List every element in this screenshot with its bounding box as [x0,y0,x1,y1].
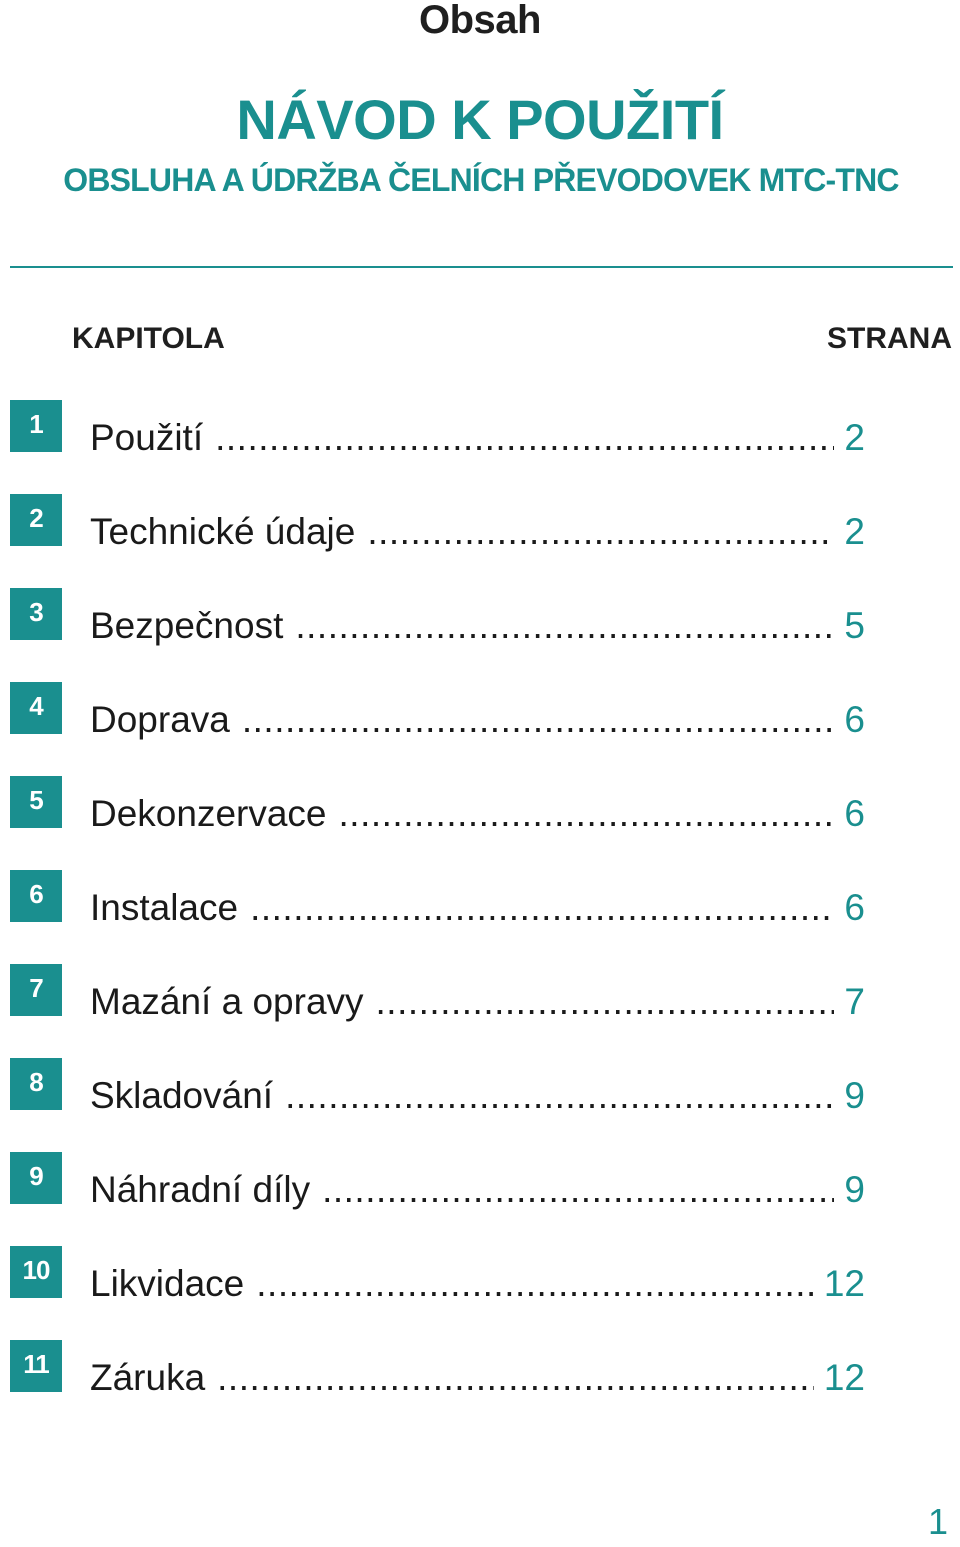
chapter-number-badge: 4 [10,682,62,734]
chapter-number-badge: 3 [10,588,62,640]
toc-entry[interactable]: 5 Dekonzervace 6 [10,776,870,870]
chapter-number-badge: 6 [10,870,62,922]
toc-entry[interactable]: 10 Likvidace 12 [10,1246,870,1340]
chapter-page-number: 6 [844,887,865,928]
chapter-number-badge: 8 [10,1058,62,1110]
page-heading: Obsah [419,0,541,42]
toc-entry[interactable]: 3 Bezpečnost 5 [10,588,870,682]
toc-entry[interactable]: 8 Skladování 9 [10,1058,870,1152]
dot-leader [376,980,835,1024]
chapter-link[interactable]: Instalace [90,887,239,928]
chapter-number-badge: 7 [10,964,62,1016]
chapter-number-badge: 11 [10,1340,62,1392]
chapter-page-number: 6 [844,793,865,834]
chapter-number-badge: 9 [10,1152,62,1204]
chapter-number-badge: 2 [10,494,62,546]
dot-leader [217,1356,814,1400]
chapter-link[interactable]: Bezpečnost [90,605,284,646]
chapter-link[interactable]: Náhradní díly [90,1169,311,1210]
chapter-number-badge: 10 [10,1246,62,1298]
dot-leader [256,1262,814,1306]
toc-entry[interactable]: 4 Doprava 6 [10,682,870,776]
table-of-contents: 1 Použití 2 2 Technické údaje 2 3 Bezpečno… [10,400,870,1434]
chapter-page-number: 9 [844,1075,865,1116]
chapter-link[interactable]: Záruka [90,1357,206,1398]
dot-leader [215,416,834,460]
dot-leader [322,1168,834,1212]
column-header-chapter: KAPITOLA [72,322,225,355]
chapter-page-number: 5 [844,605,865,646]
chapter-link[interactable]: Technické údaje [90,511,356,552]
toc-entry[interactable]: 9 Náhradní díly 9 [10,1152,870,1246]
chapter-link[interactable]: Likvidace [90,1263,245,1304]
toc-entry[interactable]: 7 Mazání a opravy 7 [10,964,870,1058]
chapter-page-number: 12 [823,1357,865,1398]
dot-leader [250,886,834,930]
chapter-link[interactable]: Skladování [90,1075,274,1116]
toc-entry[interactable]: 1 Použití 2 [10,400,870,494]
dot-leader [367,510,834,554]
dot-leader [242,698,835,742]
toc-entry[interactable]: 11 Záruka 12 [10,1340,870,1434]
chapter-page-number: 6 [844,699,865,740]
chapter-page-number: 12 [823,1263,865,1304]
chapter-link[interactable]: Mazání a opravy [90,981,364,1022]
toc-entry[interactable]: 2 Technické údaje 2 [10,494,870,588]
chapter-page-number: 9 [844,1169,865,1210]
chapter-page-number: 2 [844,417,865,458]
dot-leader [295,604,834,648]
chapter-page-number: 2 [844,511,865,552]
chapter-link[interactable]: Dekonzervace [90,793,327,834]
document-subtitle: OBSLUHA A ÚDRŽBA ČELNÍCH PŘEVODOVEK MTC-… [63,162,899,198]
title-divider [10,266,953,268]
column-header-page: STRANA [827,322,952,355]
chapter-number-badge: 5 [10,776,62,828]
dot-leader [285,1074,834,1118]
document-title: NÁVOD K POUŽITÍ [236,88,724,151]
chapter-number-badge: 1 [10,400,62,452]
toc-entry[interactable]: 6 Instalace 6 [10,870,870,964]
chapter-link[interactable]: Doprava [90,699,230,740]
chapter-page-number: 7 [844,981,865,1022]
chapter-link[interactable]: Použití [90,417,204,458]
page-number: 1 [927,1501,948,1542]
dot-leader [339,792,835,836]
